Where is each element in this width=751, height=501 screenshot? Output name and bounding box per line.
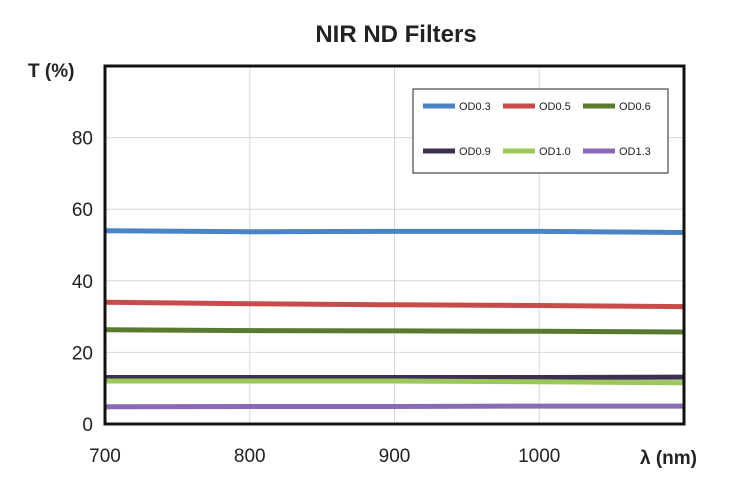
chart-title: NIR ND Filters [315, 21, 476, 48]
legend-label: OD1.0 [539, 146, 571, 158]
y-tick-label: 80 [72, 129, 93, 150]
y-tick-label: 0 [82, 415, 93, 436]
x-tick-label: 900 [379, 446, 411, 467]
plot-frame [103, 64, 686, 426]
legend-label: OD0.9 [459, 146, 491, 158]
legend-label: OD0.5 [539, 101, 571, 113]
x-axis-label: λ (nm) [640, 448, 697, 469]
x-tick-label: 800 [234, 446, 266, 467]
y-axis-label: T (%) [28, 61, 74, 82]
series-line-od1-3 [104, 403, 684, 410]
y-tick-label: 60 [72, 200, 93, 221]
series-line-od0-5 [104, 299, 685, 310]
legend-label: OD1.3 [619, 146, 651, 158]
y-tick-label: 20 [72, 343, 93, 364]
legend-label: OD0.6 [619, 101, 651, 113]
series-line-od0-3 [104, 228, 685, 235]
x-tick-label: 700 [89, 446, 121, 467]
series-lines [104, 228, 685, 410]
legend-label: OD0.3 [459, 101, 491, 113]
x-tick-label: 1000 [518, 446, 560, 467]
legend-box [412, 88, 669, 174]
tick-labels: 700 800 900 1000 0 20 40 60 80 [72, 129, 561, 467]
series-line-od0-6 [104, 327, 685, 335]
legend: OD0.3 OD0.5 OD0.6 OD0.9 OD1.0 OD1.3 [412, 88, 669, 174]
y-tick-label: 40 [72, 272, 93, 293]
series-line-od1-0 [105, 378, 685, 386]
